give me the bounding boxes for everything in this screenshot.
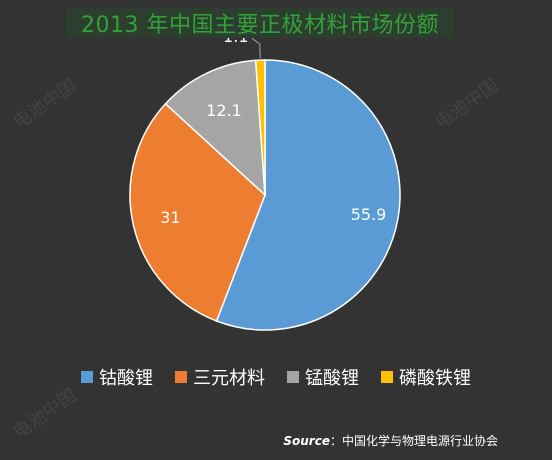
data-label: 31 [160, 208, 180, 227]
legend-label: 三元材料 [193, 368, 265, 389]
legend-item: 三元材料 [175, 364, 265, 390]
legend-item: 钴酸锂 [81, 364, 153, 390]
legend-swatch [381, 371, 393, 383]
legend-label: 钴酸锂 [99, 368, 153, 389]
source-separator: ： [329, 434, 342, 448]
source-note: Source：中国化学与物理电源行业协会 [283, 432, 498, 449]
pie-slice [215, 59, 401, 331]
legend-label: 磷酸铁锂 [399, 368, 471, 389]
source-key: Source [283, 434, 330, 448]
chart-title-box: 2013 年中国主要正极材料市场份额 [66, 8, 454, 38]
legend-swatch [175, 371, 187, 383]
legend-item: 磷酸铁锂 [381, 364, 471, 390]
data-label: 12.1 [206, 101, 242, 120]
leader-line [251, 37, 261, 59]
legend-item: 锰酸锂 [287, 364, 359, 390]
chart-title: 2013 年中国主要正极材料市场份额 [81, 13, 439, 38]
pie-slice [129, 102, 266, 322]
legend-swatch [287, 371, 299, 383]
legend-label: 锰酸锂 [305, 368, 359, 389]
pie-slices [129, 59, 401, 331]
legend-swatch [81, 371, 93, 383]
pie-slice [164, 59, 266, 197]
source-text: 中国化学与物理电源行业协会 [341, 434, 498, 448]
data-label: 55.9 [351, 205, 387, 224]
chart-legend: 钴酸锂 三元材料 锰酸锂 磷酸铁锂 [0, 364, 552, 390]
pie-slice [254, 59, 266, 196]
